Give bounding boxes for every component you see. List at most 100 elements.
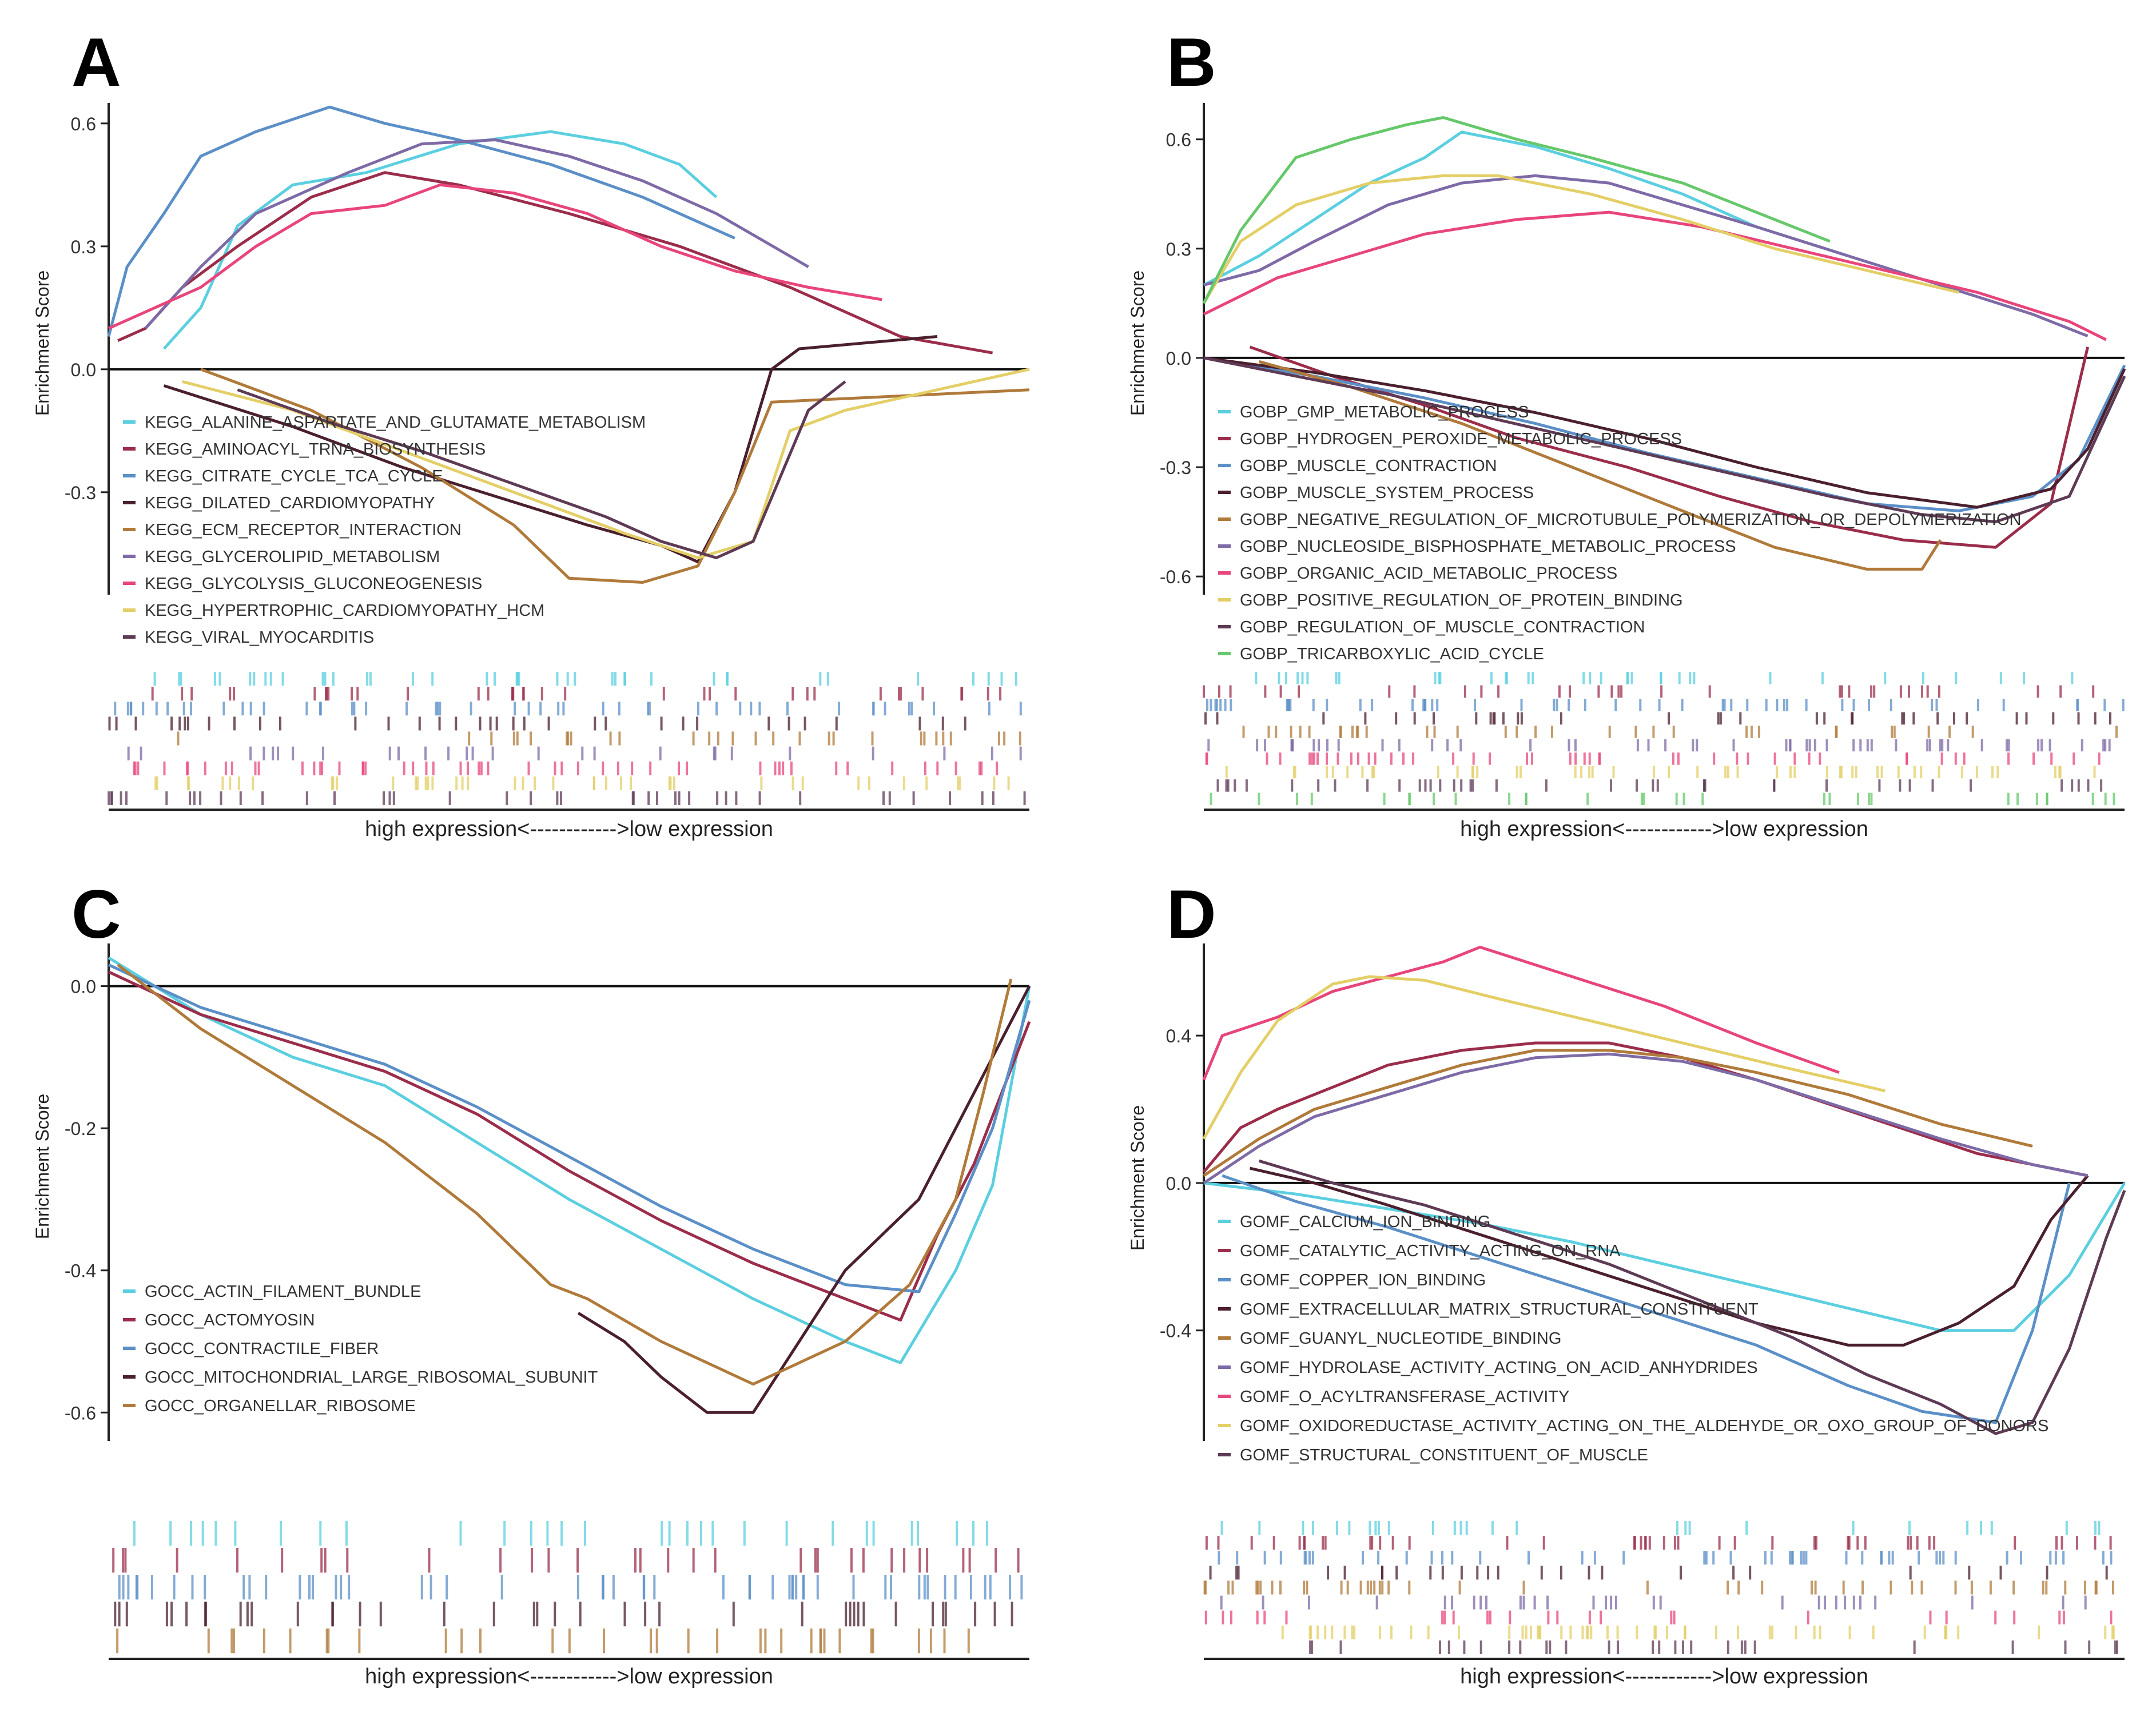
y-tick-label: -0.2 [65, 1118, 96, 1139]
series-line [1203, 356, 2126, 524]
legend-entry: GOBP_POSITIVE_REGULATION_OF_PROTEIN_BIND… [1240, 591, 1683, 610]
y-tick-label: -0.3 [65, 483, 96, 503]
series-lines-a [107, 105, 1030, 584]
legend-entry: KEGG_ECM_RECEPTOR_INTERACTION [145, 521, 462, 539]
series-line [108, 183, 882, 330]
y-tick-label: 0.3 [1166, 239, 1191, 260]
series-line [1222, 1174, 2071, 1424]
legend-entry: KEGG_GLYCEROLIPID_METABOLISM [145, 548, 440, 566]
legend-entry: GOMF_CALCIUM_ION_BINDING [1240, 1213, 1490, 1231]
series-line [1258, 360, 1942, 571]
y-axis-label-b: Enrichment Score [1127, 270, 1148, 416]
hit-rug-c [109, 1521, 1029, 1660]
legend-entry: KEGG_GLYCOLYSIS_GLUCONEOGENESIS [145, 575, 482, 593]
legend-entry: GOMF_O_ACYLTRANSFERASE_ACTIVITY [1240, 1388, 1569, 1406]
y-axis-label-d: Enrichment Score [1127, 1105, 1148, 1251]
series-line [1203, 130, 1849, 286]
series-line [107, 105, 735, 337]
legend-entry: GOMF_EXTRACELLULAR_MATRIX_STRUCTURAL_CON… [1240, 1300, 1759, 1319]
y-ticks-c: 0.0 -0.2 -0.4 -0.6 [65, 943, 1029, 1441]
series-line [108, 956, 1031, 1364]
x-axis-label-d: high expression<------------>low express… [1460, 1665, 1868, 1689]
y-tick-label: 0.0 [1166, 348, 1191, 369]
legend-entry: GOMF_GUANYL_NUCLEOTIDE_BINDING [1240, 1329, 1561, 1348]
panel-b: B Enrichment Score high expression<-----… [1127, 24, 2126, 841]
legend-entry: GOCC_ORGANELLAR_RIBOSOME [145, 1397, 416, 1415]
y-tick-label: 0.6 [1166, 130, 1191, 150]
y-tick-label: -0.3 [1160, 457, 1191, 478]
series-line [144, 138, 809, 329]
y-tick-label: 0.0 [71, 977, 96, 997]
y-tick-label: -0.6 [1160, 567, 1191, 587]
legend-entry: GOMF_CATALYTIC_ACTIVITY_ACTING_ON_RNA [1240, 1242, 1621, 1260]
series-line [182, 368, 1030, 559]
series-line [108, 963, 1031, 1293]
panel-label-c: C [71, 876, 121, 953]
hit-rug-d [1203, 1521, 2125, 1660]
legend-entry: GOBP_HYDROGEN_PEROXIDE_METABOLIC_PROCESS [1240, 430, 1682, 448]
legend-entry: GOMF_COPPER_ION_BINDING [1240, 1271, 1486, 1289]
y-axis-label-a: Enrichment Score [32, 270, 53, 416]
y-tick-label: 0.6 [71, 114, 96, 134]
legend-d: GOMF_CALCIUM_ION_BINDING GOMF_CATALYTIC_A… [1218, 1213, 2048, 1464]
panel-label-a: A [71, 24, 121, 101]
series-line [237, 380, 846, 559]
y-axis-label-c: Enrichment Score [32, 1094, 53, 1239]
legend-entry: GOCC_ACTOMYOSIN [145, 1311, 315, 1329]
panel-label-b: B [1167, 24, 1216, 101]
legend-entry: KEGG_ALANINE_ASPARTATE_AND_GLUTAMATE_MET… [145, 413, 646, 432]
y-tick-label: 0.0 [71, 360, 96, 380]
series-line [1202, 116, 1831, 304]
y-tick-label: 0.0 [1166, 1173, 1191, 1194]
legend-a: KEGG_ALANINE_ASPARTATE_AND_GLUTAMATE_MET… [123, 413, 646, 647]
series-line [1202, 174, 1959, 304]
legend-entry: GOCC_ACTIN_FILAMENT_BUNDLE [145, 1283, 421, 1301]
legend-entry: GOBP_MUSCLE_SYSTEM_PROCESS [1240, 484, 1534, 502]
legend-entry: GOMF_HYDROLASE_ACTIVITY_ACTING_ON_ACID_A… [1240, 1359, 1758, 1377]
y-ticks-d: 0.4 0.0 -0.4 [1160, 943, 2125, 1441]
y-tick-label: -0.4 [65, 1261, 96, 1281]
legend-entry: GOBP_NEGATIVE_REGULATION_OF_MICROTUBULE_… [1240, 511, 2021, 529]
panel-label-d: D [1167, 876, 1216, 953]
series-lines-d [1202, 945, 2126, 1435]
hit-rug-b [1203, 672, 2125, 811]
legend-entry: KEGG_DILATED_CARDIOMYOPATHY [145, 494, 435, 512]
y-tick-label: -0.6 [65, 1403, 96, 1423]
series-line [577, 985, 1031, 1414]
legend-entry: KEGG_VIRAL_MYOCARDITIS [145, 628, 374, 647]
legend-c: GOCC_ACTIN_FILAMENT_BUNDLE GOCC_ACTOMYOSI… [123, 1283, 598, 1415]
legend-entry: GOMF_STRUCTURAL_CONSTITUENT_OF_MUSCLE [1240, 1446, 1648, 1464]
series-line [1203, 356, 2126, 509]
series-line [117, 963, 1013, 1386]
y-ticks-a: 0.6 0.3 0.0 -0.3 [65, 103, 1029, 595]
series-line [1202, 975, 1885, 1140]
y-tick-label: 0.4 [1166, 1026, 1191, 1046]
panel-d: D Enrichment Score high expression<-----… [1127, 876, 2126, 1689]
legend-entry: GOBP_NUCLEOSIDE_BISPHOSPHATE_METABOLIC_P… [1240, 537, 1736, 556]
legend-entry: GOMF_OXIDOREDUCTASE_ACTIVITY_ACTING_ON_T… [1240, 1417, 2048, 1435]
panel-a: A Enrichment Score high expression<-----… [32, 24, 1030, 841]
panel-c: C Enrichment Score high expression<-----… [32, 876, 1031, 1689]
legend-entry: GOBP_MUSCLE_CONTRACTION [1240, 457, 1497, 475]
legend-entry: GOBP_GMP_METABOLIC_PROCESS [1240, 403, 1529, 421]
series-lines-b [1202, 116, 2126, 571]
legend-entry: KEGG_AMINOACYL_TRNA_BIOSYNTHESIS [145, 440, 486, 459]
legend-entry: KEGG_CITRATE_CYCLE_TCA_CYCLE [145, 467, 443, 485]
hit-rug-a [108, 672, 1029, 811]
series-line [1203, 1049, 2033, 1177]
legend-entry: GOBP_TRICARBOXYLIC_ACID_CYCLE [1240, 645, 1544, 663]
series-line [162, 130, 718, 350]
series-line [1203, 210, 2107, 341]
legend-entry: GOBP_REGULATION_OF_MUSCLE_CONTRACTION [1240, 618, 1645, 636]
legend-entry: GOCC_MITOCHONDRIAL_LARGE_RIBOSOMAL_SUBUN… [145, 1368, 598, 1387]
y-tick-label: 0.3 [71, 237, 96, 257]
legend-entry: KEGG_HYPERTROPHIC_CARDIOMYOPATHY_HCM [145, 602, 544, 620]
legend-entry: GOBP_ORGANIC_ACID_METABOLIC_PROCESS [1240, 564, 1617, 583]
series-line [1203, 1052, 2089, 1184]
series-line [1202, 945, 1840, 1081]
y-ticks-b: 0.6 0.3 0.0 -0.3 -0.6 [1160, 103, 2125, 595]
x-axis-label-a: high expression<------------>low express… [365, 817, 773, 841]
legend-b: GOBP_GMP_METABOLIC_PROCESS GOBP_HYDROGEN_… [1218, 403, 2021, 663]
